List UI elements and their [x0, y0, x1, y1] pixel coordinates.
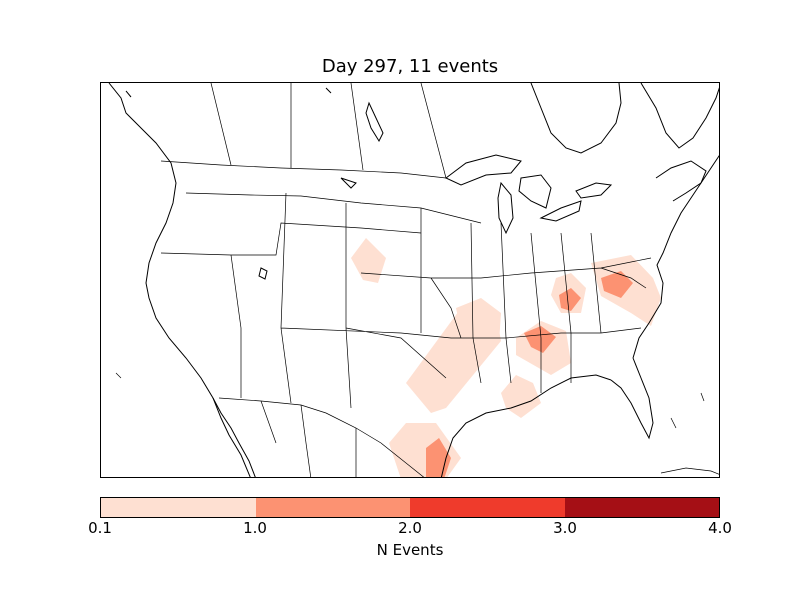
- lake-michigan: [497, 181, 514, 235]
- colorbar-tick-1: 1.0: [243, 519, 267, 537]
- atlantic-coastline: [632, 155, 719, 359]
- colorbar-tick-4: 4.0: [708, 519, 732, 537]
- small-lakes: [125, 87, 357, 189]
- colorbar-segment-4: [564, 498, 719, 517]
- colorbar-tick-3: 3.0: [553, 519, 577, 537]
- lake-winnipeg: [365, 101, 384, 143]
- colorbar-label: N Events: [376, 541, 444, 559]
- us-canada-border: [160, 160, 447, 179]
- map-title: Day 297, 11 events: [321, 56, 499, 77]
- lake-ontario: [575, 182, 613, 199]
- st-lawrence-coast: [655, 160, 707, 202]
- lake-erie: [539, 200, 582, 222]
- map-panel: [100, 82, 720, 478]
- us-state-borders: [160, 192, 652, 409]
- great-salt-lake: [258, 267, 268, 280]
- colorbar-tick-0: 0.1: [88, 519, 112, 537]
- event-region-tennessee-core: [559, 288, 581, 311]
- colorbar: [100, 497, 720, 518]
- colorbar-segment-2: [255, 498, 410, 517]
- caribbean-islands: [660, 467, 719, 475]
- hudson-bay-coast: [530, 83, 622, 154]
- map-canvas: [108, 83, 719, 477]
- pacific-coastline: [108, 83, 251, 477]
- event-region-arkansas: [456, 298, 501, 353]
- event-region-nebraska: [351, 238, 386, 283]
- labrador-coast: [640, 83, 719, 149]
- event-region-alabama-core: [524, 326, 556, 353]
- colorbar-segment-1: [101, 498, 256, 517]
- lake-huron: [518, 174, 552, 209]
- coastal-islands: [115, 372, 705, 429]
- baja-coastline: [212, 397, 256, 477]
- colorbar-segment-3: [410, 498, 565, 517]
- mexico-state-borders: [260, 400, 357, 477]
- event-region-texas-coast: [389, 423, 461, 477]
- event-density-layer: [351, 238, 661, 477]
- event-region-texas-coast-core: [426, 438, 451, 477]
- florida-coastline: [610, 357, 654, 440]
- gulf-coastline: [440, 374, 612, 477]
- event-region-carolinas-core: [601, 271, 633, 298]
- lake-superior: [445, 154, 522, 186]
- colorbar-tick-2: 2.0: [398, 519, 422, 537]
- great-lakes-layer: [125, 87, 613, 280]
- coastlines-layer: [108, 83, 719, 477]
- borders-layer: [115, 83, 719, 477]
- canada-province-borders: [210, 83, 447, 179]
- event-region-mississippi-coast: [501, 375, 541, 418]
- us-mexico-border: [218, 397, 425, 477]
